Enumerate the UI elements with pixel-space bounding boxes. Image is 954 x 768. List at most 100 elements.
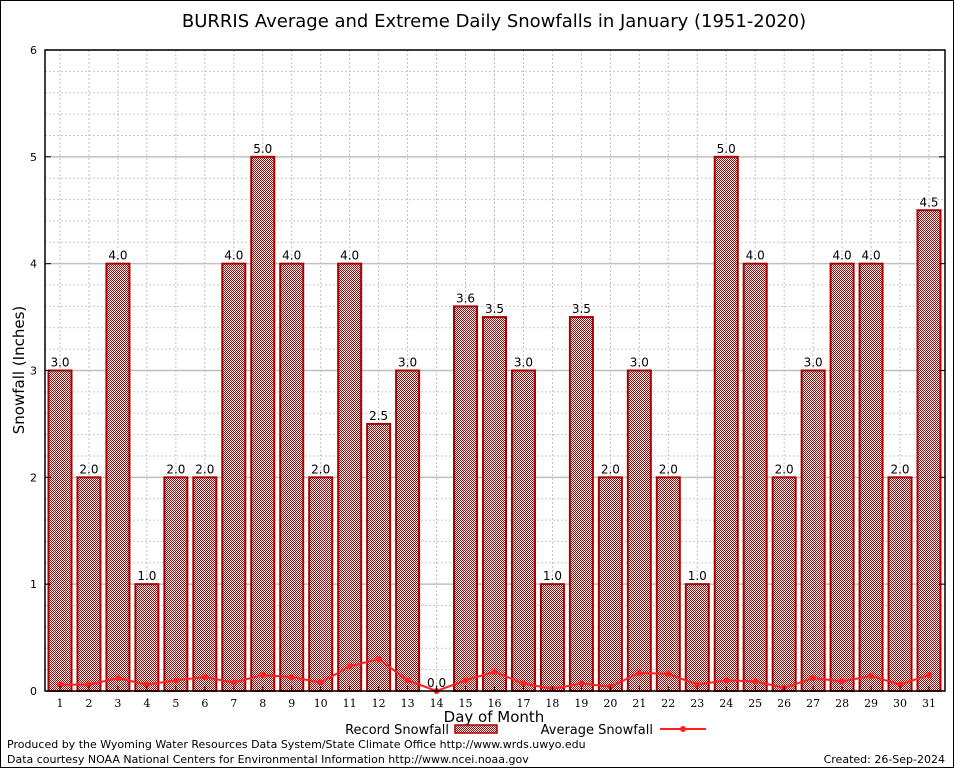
legend-average-marker <box>680 726 686 732</box>
y-tick-label: 1 <box>30 578 37 591</box>
bar-value-label: 4.0 <box>746 249 765 263</box>
bar-value-label: 2.0 <box>659 462 678 476</box>
record-bar <box>76 476 102 693</box>
record-bar <box>742 262 768 692</box>
legend-record-label: Record Snowfall <box>345 723 449 738</box>
record-bar <box>250 155 276 693</box>
average-point <box>694 681 701 688</box>
bar-value-label: 2.0 <box>166 462 185 476</box>
x-tick-label: 20 <box>603 697 617 710</box>
average-point <box>85 681 92 688</box>
average-point <box>143 681 150 688</box>
average-point <box>375 655 382 662</box>
average-point <box>462 677 469 684</box>
y-tick-label: 2 <box>30 471 37 484</box>
x-tick-label: 5 <box>172 697 179 710</box>
x-tick-label: 19 <box>574 697 588 710</box>
x-tick-label: 28 <box>835 697 849 710</box>
record-bar <box>800 369 826 692</box>
bar-value-label: 1.0 <box>688 569 707 583</box>
average-point <box>839 678 846 685</box>
x-tick-label: 29 <box>864 697 878 710</box>
y-axis-label: Snowfall (Inches) <box>10 306 28 434</box>
record-bar <box>453 305 479 692</box>
bar-value-label: 3.5 <box>572 302 591 316</box>
bar-value-label: 2.0 <box>601 462 620 476</box>
bar-value-label: 4.0 <box>282 249 301 263</box>
x-tick-label: 26 <box>777 697 791 710</box>
average-point <box>114 675 121 682</box>
average-point <box>259 671 266 678</box>
average-point <box>926 671 932 678</box>
footer-produced: Produced by the Wyoming Water Resources … <box>7 738 586 751</box>
record-bar <box>597 476 623 693</box>
x-tick-label: 10 <box>314 697 328 710</box>
legend-average-label: Average Snowfall <box>541 723 653 738</box>
average-point <box>491 668 498 675</box>
x-tick-label: 24 <box>719 697 733 710</box>
bar-value-label: 3.0 <box>804 356 823 370</box>
footer-created: Created: 26-Sep-2024 <box>823 753 945 766</box>
record-bar <box>134 583 160 693</box>
x-tick-label: 9 <box>288 697 295 710</box>
bar-value-label: 4.0 <box>833 249 852 263</box>
record-bar <box>858 262 884 692</box>
record-bar <box>163 476 189 693</box>
average-point <box>752 678 759 685</box>
bar-value-label: 2.0 <box>79 462 98 476</box>
bar-value-label: 5.0 <box>253 142 272 156</box>
record-bar <box>771 476 797 693</box>
record-bar <box>105 262 131 692</box>
bar-value-label: 4.0 <box>340 249 359 263</box>
x-tick-label: 16 <box>488 697 502 710</box>
bar-value-label: 1.0 <box>137 569 156 583</box>
bar-value-label: 0.0 <box>427 676 446 690</box>
x-tick-label: 25 <box>748 697 762 710</box>
record-bar <box>337 262 363 692</box>
bar-value-label: 3.0 <box>514 356 533 370</box>
record-bar <box>221 262 247 692</box>
average-point <box>636 669 643 676</box>
x-tick-label: 1 <box>57 697 64 710</box>
record-bar <box>192 476 218 693</box>
bar-value-label: 3.5 <box>485 302 504 316</box>
bar-value-label: 3.0 <box>398 356 417 370</box>
record-bar <box>916 209 942 692</box>
bar-value-label: 4.0 <box>862 249 881 263</box>
average-point <box>57 681 63 688</box>
x-tick-label: 31 <box>922 697 936 710</box>
bar-value-label: 4.0 <box>108 249 127 263</box>
record-bar <box>279 262 305 692</box>
y-tick-label: 5 <box>30 151 37 164</box>
record-bar <box>684 583 710 693</box>
bar-value-label: 2.0 <box>890 462 909 476</box>
x-tick-label: 23 <box>690 697 704 710</box>
record-bar <box>568 316 594 692</box>
bar-value-label: 2.0 <box>195 462 214 476</box>
average-point <box>172 677 179 684</box>
x-tick-label: 22 <box>661 697 675 710</box>
bar-value-label: 3.0 <box>630 356 649 370</box>
x-tick-label: 8 <box>259 697 266 710</box>
y-tick-label: 3 <box>30 365 37 378</box>
record-bar <box>510 369 536 692</box>
x-tick-label: 6 <box>201 697 208 710</box>
x-tick-label: 3 <box>114 697 121 710</box>
bar-value-label: 4.5 <box>919 195 938 209</box>
x-tick-label: 14 <box>430 697 444 710</box>
average-point <box>520 680 527 687</box>
x-tick-label: 2 <box>85 697 92 710</box>
record-bar <box>655 476 681 693</box>
average-point <box>897 681 904 688</box>
y-tick-label: 4 <box>30 258 37 271</box>
average-point <box>317 679 324 686</box>
legend: Record Snowfall Average Snowfall <box>345 723 706 738</box>
footer-courtesy: Data courtesy NOAA National Centers for … <box>7 753 529 766</box>
average-point <box>404 677 411 684</box>
x-tick-label: 4 <box>143 697 150 710</box>
y-tick-label: 0 <box>30 685 37 698</box>
average-point <box>578 680 585 687</box>
chart-title: BURRIS Average and Extreme Daily Snowfal… <box>182 11 806 32</box>
x-tick-label: 12 <box>372 697 386 710</box>
